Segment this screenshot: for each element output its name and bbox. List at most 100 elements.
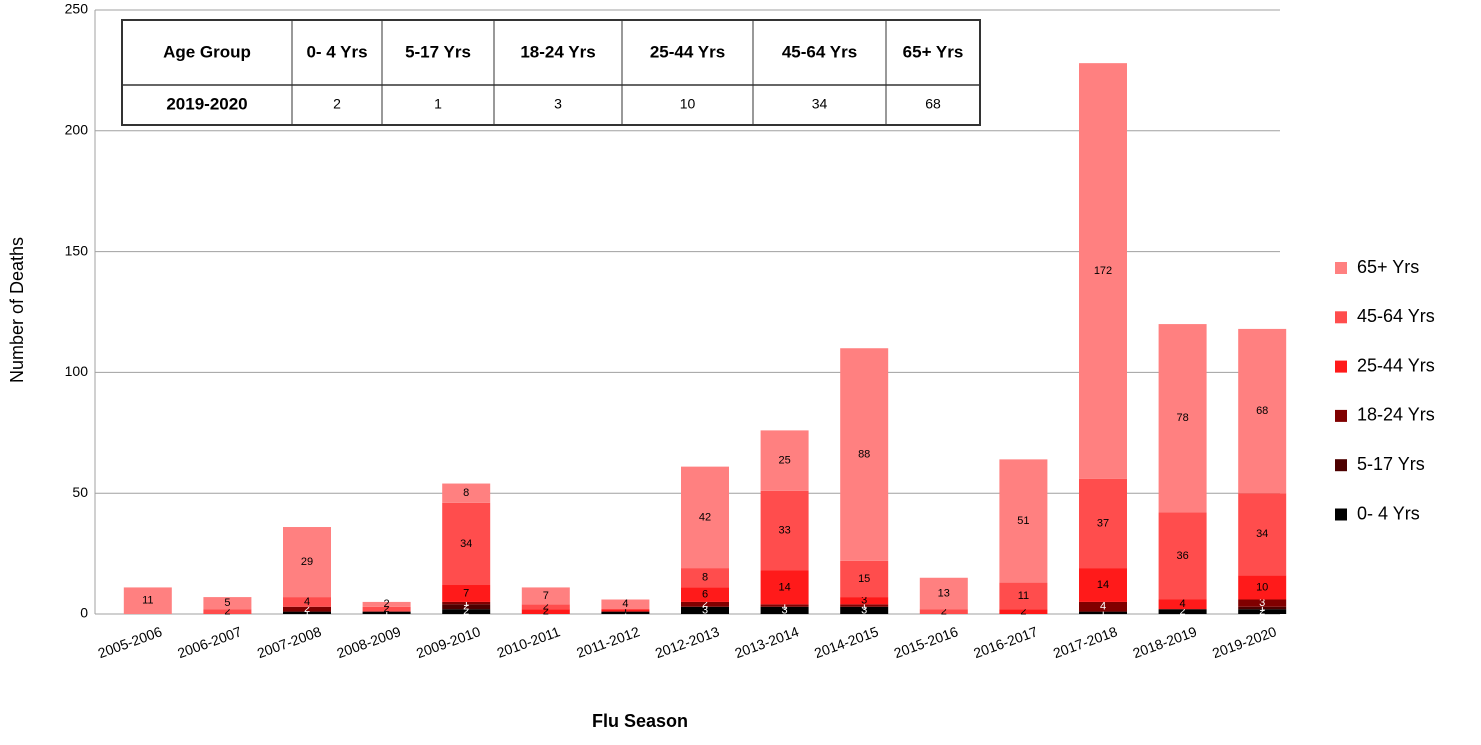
- bar-segment: [1079, 478, 1127, 569]
- bar-segment: [442, 585, 491, 602]
- data-label: 1: [1259, 602, 1265, 614]
- x-tick-label: 2011-2012: [574, 623, 642, 661]
- x-tick-label: 2016-2017: [971, 623, 1040, 661]
- x-tick-label: 2006-2007: [175, 623, 244, 661]
- data-label: 1: [622, 604, 628, 616]
- x-tick-label: 2015-2016: [892, 623, 961, 661]
- bar-segment: [123, 587, 172, 614]
- table-header: 45-64 Yrs: [782, 42, 857, 61]
- data-label: 172: [1094, 265, 1112, 277]
- data-label: 3: [782, 604, 788, 616]
- bar-segment: [681, 606, 729, 614]
- data-label: 34: [460, 538, 472, 550]
- data-label: 51: [1017, 515, 1029, 527]
- legend-swatch: [1335, 360, 1347, 373]
- data-label: 1: [384, 607, 390, 619]
- data-label: 2: [304, 603, 310, 615]
- bar-segment: [999, 459, 1048, 583]
- x-tick-label: 2019-2020: [1210, 623, 1279, 661]
- bar-segment: [1158, 512, 1207, 600]
- bar-segment: [1079, 568, 1127, 602]
- bar-segment: [283, 606, 331, 612]
- bar-segment: [681, 568, 729, 588]
- data-label: 34: [1256, 528, 1268, 540]
- table-cell: 3: [554, 96, 562, 112]
- bar-segment: [840, 604, 889, 607]
- x-tick-label: 2017-2018: [1051, 623, 1120, 661]
- data-label: 2: [941, 605, 947, 617]
- data-label: 2: [1020, 605, 1026, 617]
- table-cell: 10: [680, 96, 696, 112]
- x-tick-label: 2005-2006: [96, 623, 165, 661]
- data-label: 7: [543, 590, 549, 602]
- data-label: 2: [384, 603, 390, 615]
- data-label: 36: [1176, 550, 1188, 562]
- data-label: 1: [782, 599, 788, 611]
- bar-segment: [919, 609, 968, 614]
- data-label: 11: [142, 595, 153, 607]
- data-label: 2: [1180, 605, 1186, 617]
- data-label: 1: [304, 607, 310, 619]
- bar-segment: [521, 587, 570, 605]
- bar-segment: [760, 604, 809, 607]
- table-cell: 1: [434, 96, 442, 112]
- data-label: 1: [861, 599, 867, 611]
- y-axis-title: Number of Deaths: [7, 237, 27, 383]
- bar-segment: [1158, 599, 1207, 610]
- bar-segment: [999, 582, 1048, 610]
- legend-label: 45-64 Yrs: [1357, 306, 1435, 326]
- y-tick-label: 250: [65, 1, 89, 17]
- x-tick-label: 2007-2008: [255, 623, 324, 661]
- data-label: 2: [1259, 605, 1265, 617]
- bar-segment: [362, 601, 411, 607]
- x-axis-title: Flu Season: [592, 711, 688, 731]
- legend-swatch: [1335, 409, 1347, 422]
- legend-swatch: [1335, 311, 1347, 324]
- x-tick-label: 2009-2010: [414, 623, 483, 661]
- x-tick-label: 2012-2013: [653, 623, 722, 661]
- data-label: 88: [858, 448, 870, 460]
- data-label: 14: [1097, 579, 1109, 591]
- bar-segment: [362, 611, 411, 614]
- bar-segment: [521, 609, 570, 614]
- data-label: 3: [1259, 597, 1265, 609]
- table-header: 5-17 Yrs: [405, 42, 471, 61]
- bar-segment: [283, 597, 331, 607]
- legend-label: 18-24 Yrs: [1357, 405, 1435, 425]
- bar-segment: [442, 604, 491, 610]
- data-label: 1: [1100, 607, 1106, 619]
- data-label: 42: [699, 511, 711, 523]
- x-tick-label: 2008-2009: [335, 623, 404, 661]
- data-label: 4: [622, 598, 628, 610]
- data-label: 78: [1176, 412, 1188, 424]
- y-tick-label: 50: [72, 484, 88, 500]
- legend-label: 25-44 Yrs: [1357, 355, 1435, 375]
- bar-segment: [1238, 606, 1287, 610]
- bar-segment: [601, 611, 650, 614]
- table-cell: 34: [812, 96, 828, 112]
- table-header: Age Group: [163, 42, 251, 61]
- bar-segment: [681, 601, 729, 607]
- table-row-header: 2019-2020: [166, 94, 247, 113]
- data-label: 3: [861, 604, 867, 616]
- data-label: 11: [1018, 590, 1029, 602]
- table-header: 65+ Yrs: [903, 42, 964, 61]
- data-label: 8: [463, 487, 469, 499]
- legend-label: 0- 4 Yrs: [1357, 503, 1420, 523]
- data-label: 4: [1180, 598, 1186, 610]
- data-label: 3: [861, 595, 867, 607]
- data-label: 4: [304, 596, 310, 608]
- data-label: 5: [224, 597, 230, 609]
- bar-segment: [283, 611, 331, 614]
- data-label: 13: [938, 587, 950, 599]
- data-label: 7: [463, 587, 469, 599]
- bar-segment: [1238, 575, 1287, 600]
- data-label: 68: [1256, 405, 1268, 417]
- table-header: 18-24 Yrs: [520, 42, 595, 61]
- bar-segment: [1079, 63, 1127, 479]
- x-tick-label: 2013-2014: [733, 623, 802, 661]
- data-label: 4: [1100, 601, 1106, 613]
- bar-segment: [1158, 324, 1207, 513]
- y-tick-label: 150: [65, 242, 89, 258]
